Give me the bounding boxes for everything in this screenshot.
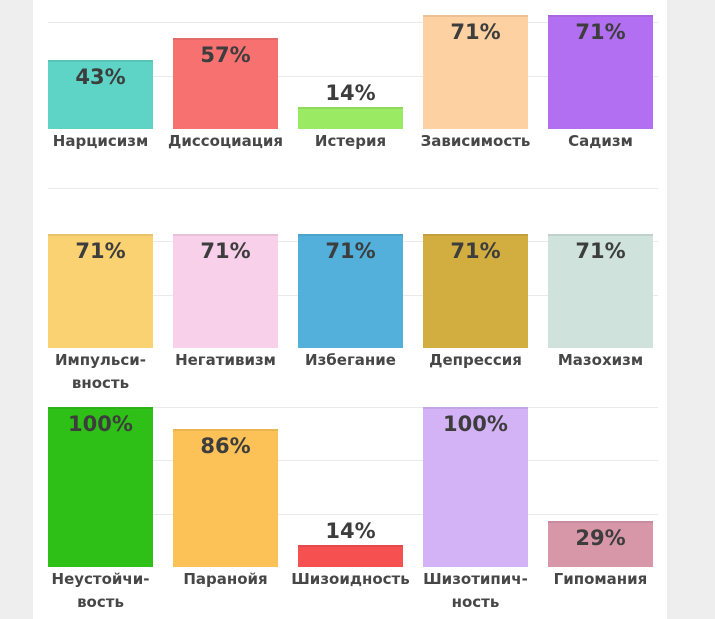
bar-value-label: 71% bbox=[450, 239, 501, 263]
bar bbox=[548, 521, 653, 567]
bar bbox=[48, 234, 153, 348]
bar-value-label: 14% bbox=[325, 519, 376, 543]
bar-value-label: 29% bbox=[575, 526, 626, 550]
category-label-line: ность bbox=[451, 593, 500, 611]
category-label: Нарцисизм bbox=[31, 130, 171, 153]
bar-value-label: 71% bbox=[75, 239, 126, 263]
bar bbox=[423, 407, 528, 567]
category-label: Депрессия bbox=[406, 349, 546, 372]
bar bbox=[423, 234, 528, 348]
category-label: Гипомания bbox=[531, 568, 671, 591]
category-label: Садизм bbox=[531, 130, 671, 153]
bar bbox=[173, 429, 278, 567]
category-label: Избегание bbox=[281, 349, 421, 372]
chart-layer: 43% Нарцисизм 57% Диссоциация 14% Истерия 71% З… bbox=[33, 0, 667, 619]
category-label-line: Негативизм bbox=[175, 351, 276, 369]
category-label-line: вость bbox=[77, 593, 124, 611]
bar bbox=[173, 38, 278, 129]
bar-value-label: 14% bbox=[325, 81, 376, 105]
bar-value-label: 71% bbox=[575, 239, 626, 263]
gridline bbox=[48, 514, 658, 515]
category-label-line: Избегание bbox=[305, 351, 396, 369]
category-label-line: Зависимость bbox=[420, 132, 531, 150]
bar bbox=[48, 407, 153, 567]
category-label: Истерия bbox=[281, 130, 421, 153]
category-label-line: Диссоциация bbox=[168, 132, 283, 150]
category-label-line: Мазохизм bbox=[557, 351, 644, 369]
category-label-line: Шизоидность bbox=[291, 570, 410, 588]
category-label: Диссоциация bbox=[156, 130, 296, 153]
bar-value-label: 100% bbox=[68, 412, 133, 436]
gridline bbox=[48, 188, 658, 189]
bar bbox=[423, 15, 528, 129]
bar-value-label: 86% bbox=[200, 434, 251, 458]
category-label-line: Паранойя bbox=[183, 570, 268, 588]
bar-value-label: 57% bbox=[200, 43, 251, 67]
category-label: Паранойя bbox=[156, 568, 296, 591]
category-label-line: Садизм bbox=[568, 132, 633, 150]
category-label-line: Нарцисизм bbox=[52, 132, 149, 150]
bar-value-label: 71% bbox=[450, 20, 501, 44]
bar bbox=[298, 107, 403, 129]
bar bbox=[548, 234, 653, 348]
gridline bbox=[48, 460, 658, 461]
bar-value-label: 100% bbox=[443, 412, 508, 436]
bar bbox=[548, 15, 653, 129]
bar bbox=[173, 234, 278, 348]
bar bbox=[298, 545, 403, 567]
category-label: Зависимость bbox=[406, 130, 546, 153]
bar-value-label: 43% bbox=[75, 65, 126, 89]
category-label: Шизоидность bbox=[281, 568, 421, 591]
chart-card: 43% Нарцисизм 57% Диссоциация 14% Истерия 71% З… bbox=[33, 0, 667, 619]
bar bbox=[298, 234, 403, 348]
bar-value-label: 71% bbox=[575, 20, 626, 44]
category-label: Шизотипич-ность bbox=[406, 568, 546, 614]
category-label-line: Импульси- bbox=[54, 351, 147, 369]
category-label: Негативизм bbox=[156, 349, 296, 372]
category-label-line: Истерия bbox=[314, 132, 387, 150]
category-label-line: Гипомания bbox=[553, 570, 648, 588]
category-label-line: вность bbox=[71, 374, 130, 392]
category-label: Импульси-вность bbox=[31, 349, 171, 395]
bar-value-label: 71% bbox=[325, 239, 376, 263]
category-label: Мазохизм bbox=[531, 349, 671, 372]
category-label-line: Шизотипич- bbox=[423, 570, 528, 588]
category-label: Неустойчи-вость bbox=[31, 568, 171, 614]
gridline bbox=[48, 22, 658, 23]
bar bbox=[48, 60, 153, 129]
category-label-line: Депрессия bbox=[429, 351, 522, 369]
gridline bbox=[48, 407, 658, 408]
gridline bbox=[48, 76, 658, 77]
bar-value-label: 71% bbox=[200, 239, 251, 263]
category-label-line: Неустойчи- bbox=[51, 570, 150, 588]
